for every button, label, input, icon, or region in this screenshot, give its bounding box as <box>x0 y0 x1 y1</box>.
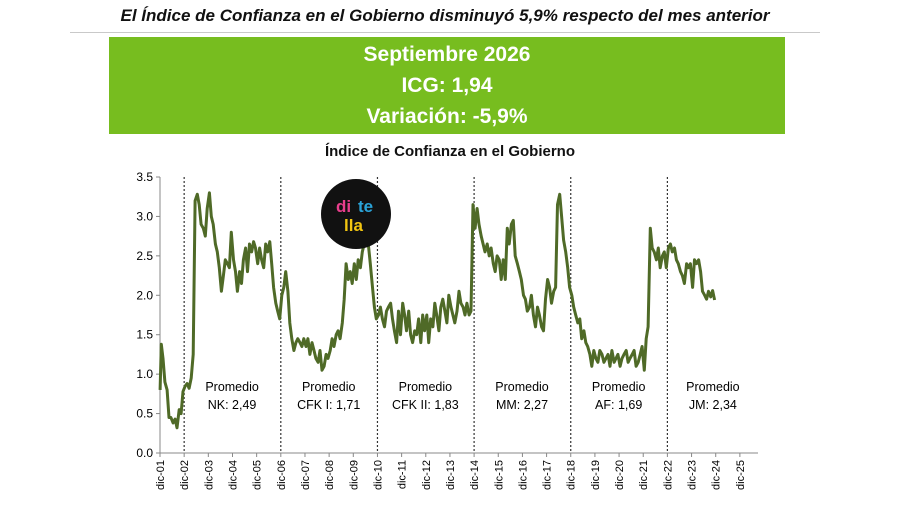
annotation-label: Promedio <box>302 380 356 394</box>
x-tick-label: dic-05 <box>252 460 264 490</box>
x-tick-label: dic-03 <box>203 460 215 490</box>
x-tick-label: dic-18 <box>566 460 578 490</box>
annotation-average: MM: 2,27 <box>496 398 548 412</box>
annotation-average: JM: 2,34 <box>689 398 737 412</box>
x-tick-label: dic-19 <box>590 460 602 490</box>
logo-text-te: te <box>358 197 373 216</box>
x-tick-label: dic-25 <box>735 460 747 490</box>
y-tick-label: 3.5 <box>136 170 153 184</box>
annotation-label: Promedio <box>205 380 259 394</box>
x-tick-label: dic-23 <box>687 460 699 490</box>
annotation-average: AF: 1,69 <box>595 398 642 412</box>
logo-text-lla: lla <box>344 216 363 235</box>
chart-axes: 0.0 0.5 1.0 1.5 2.0 2.5 3.0 3.5 dic-01 dic-02 dic-… <box>136 170 758 490</box>
headline: El Índice de Confianza en el Gobierno di… <box>70 0 820 33</box>
y-tick-label: 1.0 <box>136 367 153 381</box>
banner-icg-value: ICG: 1,94 <box>401 74 493 97</box>
annotation-label: Promedio <box>686 380 740 394</box>
x-tick-label: dic-15 <box>493 460 505 490</box>
x-tick-label: dic-21 <box>638 460 650 490</box>
y-tick-label: 0.5 <box>136 407 153 421</box>
x-tick-label: dic-12 <box>421 460 433 490</box>
period-annotations: Promedio NK: 2,49 Promedio CFK I: 1,71 Prome… <box>205 380 739 412</box>
x-tick-label: dic-13 <box>445 460 457 490</box>
y-tick-label: 2.5 <box>136 249 153 263</box>
x-tick-label: dic-07 <box>300 460 312 490</box>
x-tick-label: dic-10 <box>372 460 384 490</box>
logo-text-di: di <box>336 197 351 216</box>
x-tick-label: dic-11 <box>397 460 409 489</box>
x-tick-label: dic-01 <box>155 460 167 490</box>
x-tick-label: dic-20 <box>614 460 626 490</box>
ditella-logo: di te lla <box>321 179 391 249</box>
annotation-average: CFK I: 1,71 <box>297 398 360 412</box>
annotation-average: CFK II: 1,83 <box>392 398 459 412</box>
x-tick-label: dic-08 <box>324 460 336 490</box>
y-tick-label: 0.0 <box>136 446 153 460</box>
annotation-label: Promedio <box>399 380 453 394</box>
banner-variation: Variación: -5,9% <box>366 105 528 128</box>
y-tick-label: 3.0 <box>136 209 153 223</box>
x-tick-label: dic-06 <box>276 460 288 490</box>
banner-period: Septiembre 2026 <box>363 43 531 66</box>
annotation-label: Promedio <box>495 380 549 394</box>
y-tick-label: 1.5 <box>136 328 153 342</box>
series-line <box>158 191 717 430</box>
x-tick-label: dic-22 <box>662 460 674 490</box>
x-tick-label: dic-09 <box>348 460 360 490</box>
x-tick-label: dic-16 <box>517 460 529 490</box>
x-tick-label: dic-04 <box>227 460 239 490</box>
x-tick-label: dic-02 <box>179 460 191 490</box>
x-tick-label: dic-14 <box>469 460 481 490</box>
annotation-average: NK: 2,49 <box>208 398 257 412</box>
x-tick-label: dic-17 <box>542 460 554 490</box>
chart-title: Índice de Confianza en el Gobierno <box>324 143 576 160</box>
summary-banner: Septiembre 2026 ICG: 1,94 Variación: -5,… <box>109 37 785 134</box>
y-tick-label: 2.0 <box>136 288 153 302</box>
x-tick-label: dic-24 <box>711 460 723 490</box>
annotation-label: Promedio <box>592 380 646 394</box>
